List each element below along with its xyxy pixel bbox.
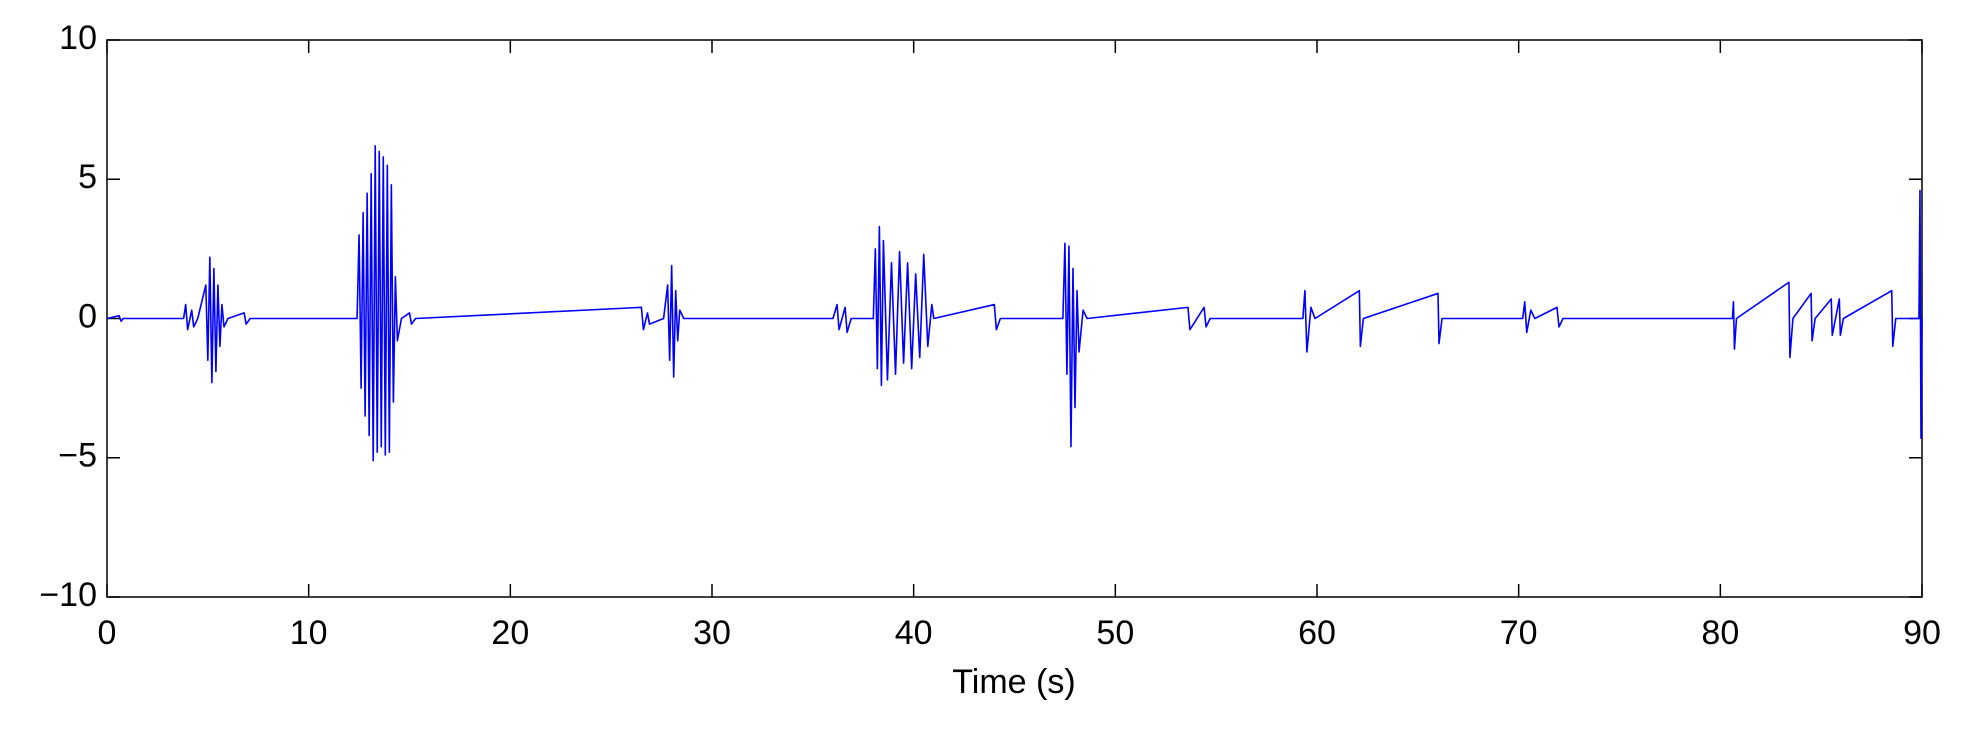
x-tick-label: 60 [1298,614,1336,652]
x-tick-label: 50 [1096,614,1134,652]
waveform [106,145,1923,462]
y-tick-label: 10 [59,19,97,57]
y-tick-label: 5 [78,158,97,196]
x-tick-label: 70 [1500,614,1538,652]
x-tick-label: 80 [1701,614,1739,652]
y-tick-label: 0 [78,297,97,335]
x-tick-label: 40 [895,614,933,652]
x-tick-label: 10 [290,614,328,652]
x-tick-label: 20 [491,614,529,652]
y-tick-label: −5 [58,437,97,475]
x-axis-label: Time (s) [952,663,1075,701]
y-tick-label: −10 [39,576,97,614]
x-tick-label: 0 [98,614,117,652]
x-tick-label: 90 [1903,614,1941,652]
x-tick-label: 30 [693,614,731,652]
